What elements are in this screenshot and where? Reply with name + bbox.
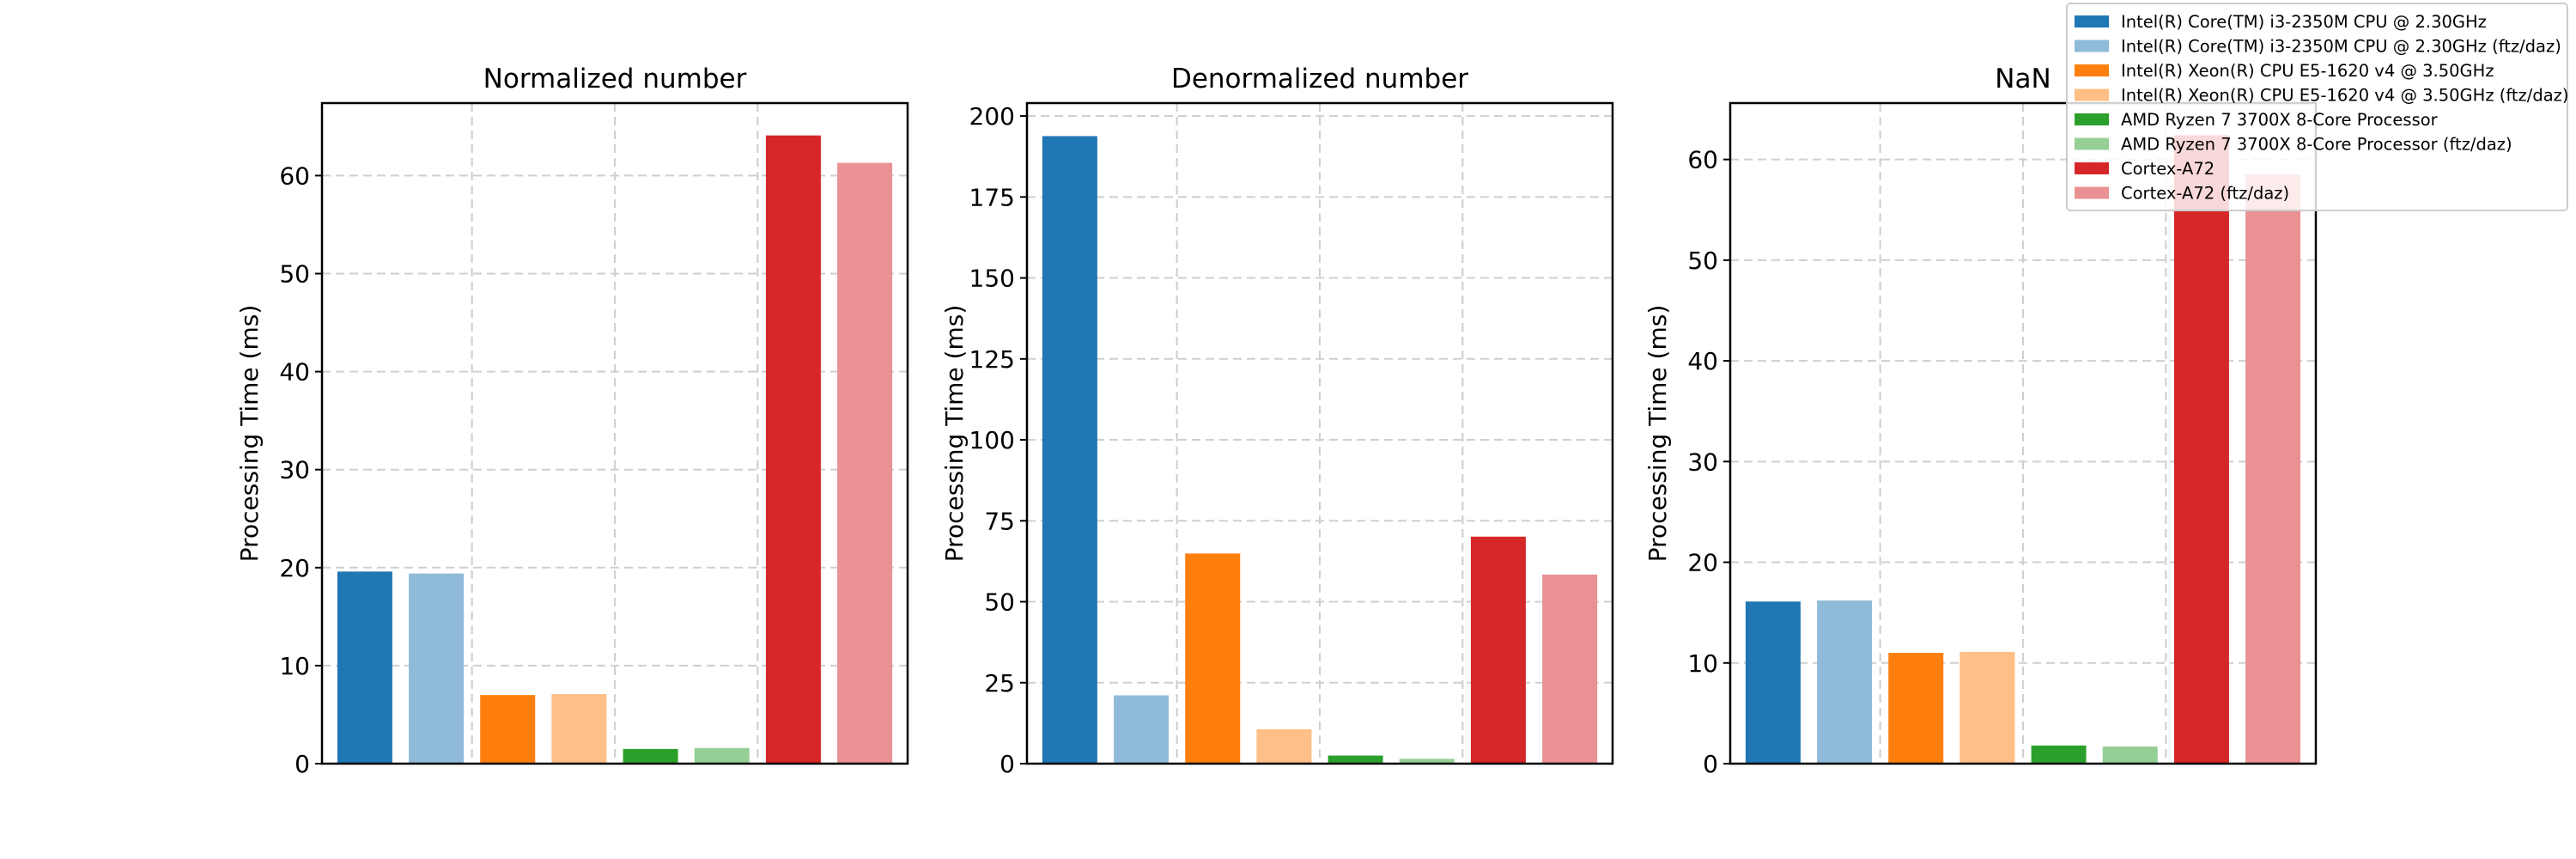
legend-swatch [2075, 40, 2109, 52]
bar-3-5 [2031, 745, 2087, 764]
y-tick-label: 50 [1687, 247, 1718, 275]
legend-box [2066, 3, 2568, 211]
y-tick-label: 150 [969, 265, 1015, 293]
bar-1-6 [694, 747, 750, 764]
legend-swatch [2075, 64, 2109, 76]
y-tick-label: 20 [1687, 549, 1718, 577]
legend-swatch [2075, 137, 2109, 150]
legend-swatch [2075, 186, 2109, 199]
legend-entry: Intel(R) Core(TM) i3-2350M CPU @ 2.30GHz… [2121, 37, 2561, 57]
y-tick-label: 30 [1687, 448, 1718, 476]
legend-entry: Intel(R) Core(TM) i3-2350M CPU @ 2.30GHz [2121, 12, 2487, 32]
y-tick-label: 60 [279, 161, 310, 190]
y-tick-label: 0 [1703, 750, 1718, 778]
bar-2-6 [1399, 758, 1455, 764]
subplot-1: 0 10 20 30 40 50 60 Normalized number Processing… [235, 64, 909, 778]
bar-1-5 [623, 748, 678, 764]
y-axis-label: Processing Time (ms) [1643, 305, 1672, 563]
y-tick-label: 50 [279, 260, 310, 289]
y-tick-label: 20 [279, 554, 310, 582]
bar-2-7 [1470, 536, 1526, 764]
legend-entry: Cortex-A72 (ftz/daz) [2121, 184, 2289, 204]
y-tick-label: 0 [999, 750, 1015, 778]
legend-entry: Intel(R) Xeon(R) CPU E5-1620 v4 @ 3.50GH… [2121, 86, 2569, 106]
axes-frame [1025, 101, 1614, 765]
legend-entry: AMD Ryzen 7 3700X 8-Core Processor [2121, 110, 2439, 130]
axes-frame [1728, 101, 2318, 765]
legend-swatch [2075, 113, 2109, 125]
bar-1-7 [765, 135, 821, 764]
y-tick-label: 40 [279, 358, 310, 387]
bar-3-7 [2173, 135, 2229, 764]
subplot-2: 0 25 50 75 100 125 150 175 200 Denormalized numbe… [940, 64, 1614, 778]
legend-swatch [2075, 15, 2109, 27]
axes-frame [320, 101, 909, 765]
legend-entry: Cortex-A72 [2121, 159, 2215, 179]
bar-2-1 [1042, 136, 1097, 764]
y-tick-label: 50 [984, 588, 1015, 617]
y-tick-label: 25 [984, 669, 1015, 698]
legend-swatch [2075, 88, 2109, 101]
subplot-3: 0 10 20 30 40 50 60 NaN Processing Time (ms) [1643, 64, 2318, 778]
bar-3-1 [1745, 601, 1801, 764]
plot-title: Denormalized number [1171, 64, 1468, 94]
bar-3-3 [1888, 653, 1944, 764]
legend-swatch [2075, 162, 2109, 174]
bar-3-4 [1959, 651, 2015, 764]
y-tick-label: 10 [279, 652, 310, 680]
y-tick-label: 10 [1687, 649, 1718, 678]
plot-title: NaN [1995, 64, 2050, 94]
y-axis-label: Processing Time (ms) [940, 305, 969, 563]
bar-2-4 [1256, 729, 1312, 764]
bar-1-8 [837, 162, 893, 765]
y-tick-label: 175 [969, 183, 1015, 211]
y-tick-label: 0 [295, 750, 310, 778]
y-tick-label: 200 [969, 102, 1015, 131]
bar-1-4 [551, 693, 607, 764]
y-tick-label: 125 [969, 345, 1015, 374]
bar-3-6 [2102, 746, 2158, 764]
bar-2-8 [1542, 574, 1598, 764]
bar-2-3 [1185, 553, 1241, 764]
bar-1-1 [337, 571, 392, 764]
y-tick-label: 40 [1687, 347, 1718, 375]
bar-2-5 [1327, 755, 1383, 764]
bar-1-3 [480, 695, 536, 764]
y-tick-label: 60 [1687, 146, 1718, 174]
legend-entry: AMD Ryzen 7 3700X 8-Core Processor (ftz/… [2121, 135, 2512, 155]
bar-3-2 [1817, 600, 1873, 764]
plot-title: Normalized number [483, 64, 747, 94]
bar-2-2 [1114, 695, 1170, 764]
bar-1-2 [409, 573, 465, 764]
legend: Intel(R) Core(TM) i3-2350M CPU @ 2.30GHz… [2066, 3, 2569, 211]
y-tick-label: 100 [969, 426, 1015, 454]
y-axis-label: Processing Time (ms) [235, 305, 264, 563]
y-tick-label: 30 [279, 456, 310, 484]
legend-entry: Intel(R) Xeon(R) CPU E5-1620 v4 @ 3.50GH… [2121, 61, 2494, 81]
subplots: 0 10 20 30 40 50 60 Normalized number Processing… [235, 64, 2318, 778]
y-tick-label: 75 [984, 507, 1015, 535]
bar-3-8 [2245, 174, 2301, 765]
